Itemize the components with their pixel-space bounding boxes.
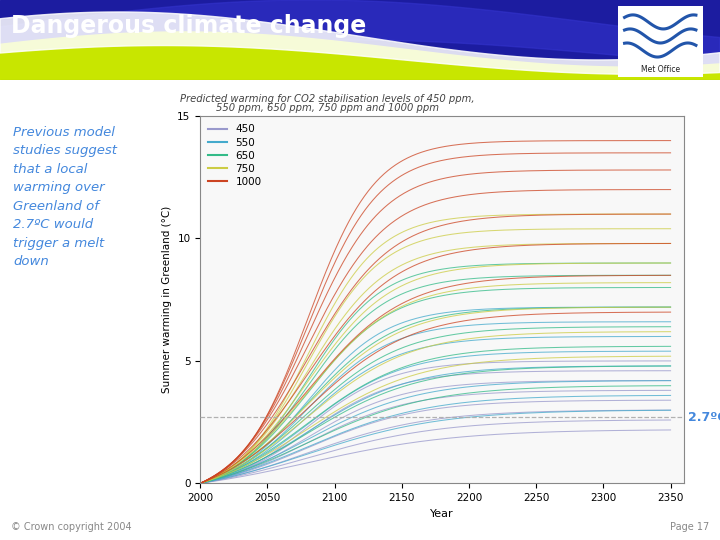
Legend: 450, 550, 650, 750, 1000: 450, 550, 650, 750, 1000 — [205, 122, 265, 190]
Text: Met Office: Met Office — [641, 65, 680, 74]
Text: 550 ppm, 650 ppm, 750 ppm and 1000 ppm: 550 ppm, 650 ppm, 750 ppm and 1000 ppm — [216, 103, 439, 113]
Text: Page 17: Page 17 — [670, 522, 709, 532]
Text: © Crown copyright 2004: © Crown copyright 2004 — [11, 522, 132, 532]
Text: Dangerous climate change: Dangerous climate change — [11, 14, 366, 38]
Text: Previous model
studies suggest
that a local
warming over
Greenland of
2.7ºC woul: Previous model studies suggest that a lo… — [13, 126, 117, 268]
X-axis label: Year: Year — [431, 509, 454, 518]
Text: Predicted warming for CO2 stabilisation levels of 450 ppm,: Predicted warming for CO2 stabilisation … — [180, 93, 475, 104]
Y-axis label: Summer warming in Greenland (°C): Summer warming in Greenland (°C) — [161, 206, 171, 393]
Text: 2.7ºC: 2.7ºC — [688, 411, 720, 424]
